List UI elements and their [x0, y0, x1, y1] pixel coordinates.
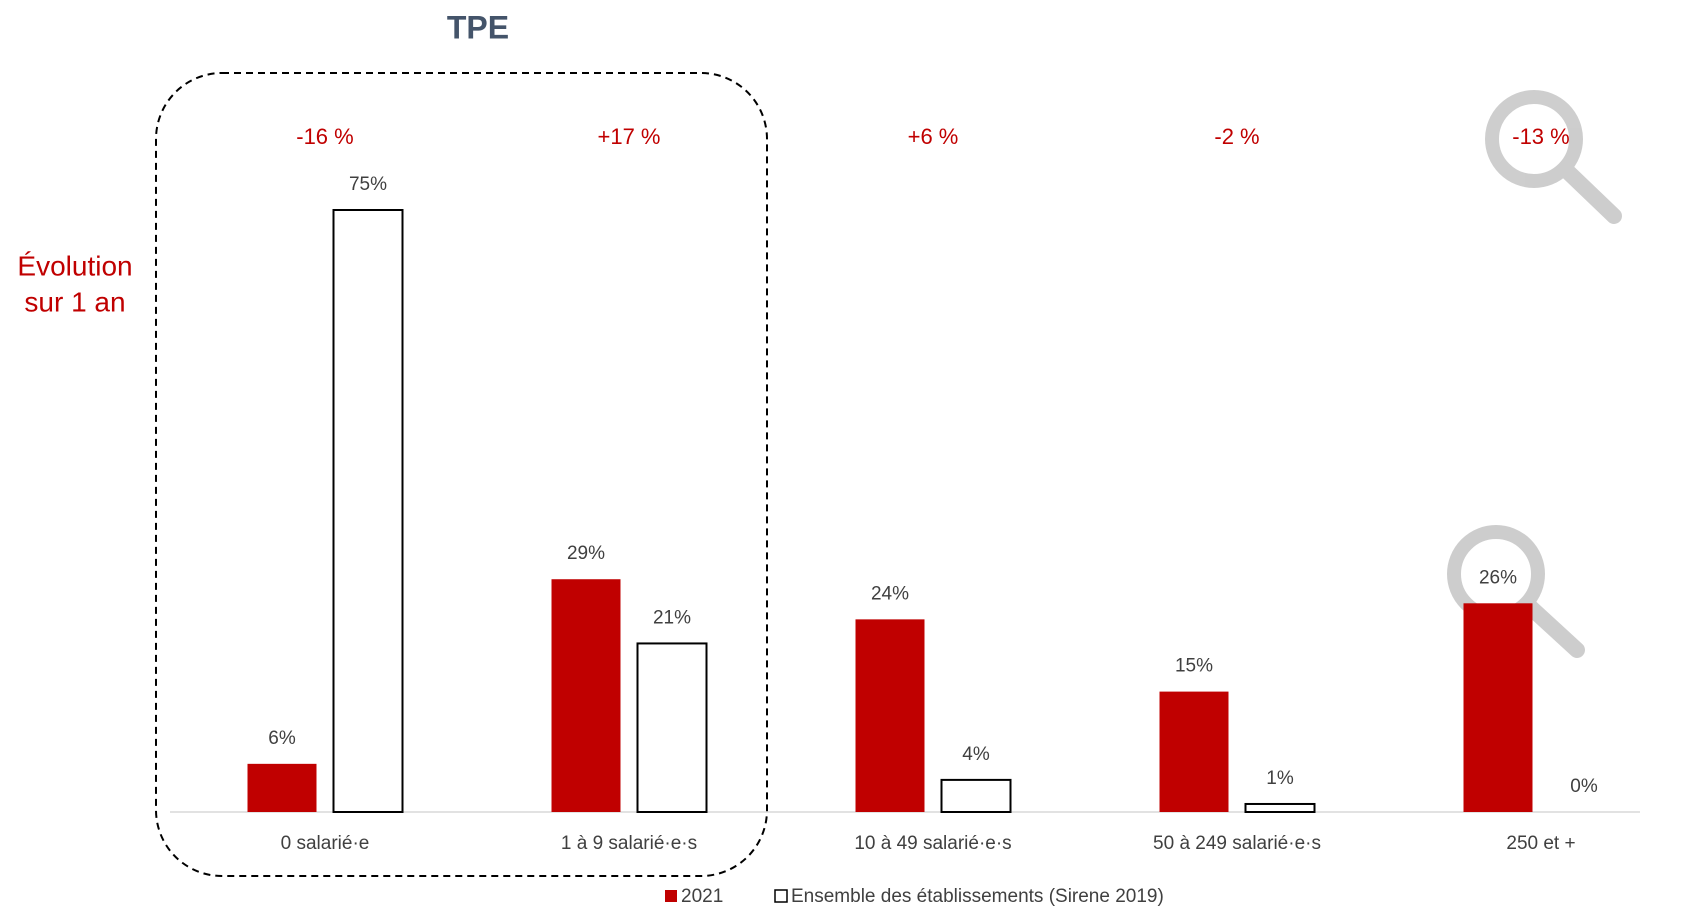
bar	[551, 579, 621, 812]
data-label: 4%	[962, 744, 990, 765]
bar	[247, 763, 317, 812]
bar	[636, 642, 708, 813]
data-label: 1%	[1266, 768, 1294, 789]
x-tick-label: 0 salarié·e	[281, 833, 370, 854]
data-label: 0%	[1570, 776, 1598, 797]
bar	[1244, 802, 1316, 813]
bar	[1463, 603, 1533, 812]
bar	[332, 209, 404, 813]
chart-title: TPE	[447, 9, 509, 45]
annotation: +17 %	[598, 124, 661, 149]
legend-label: Ensemble des établissements (Sirene 2019…	[791, 886, 1164, 907]
data-label: 15%	[1175, 656, 1213, 677]
x-tick-label: 1 à 9 salarié·e·s	[561, 833, 697, 854]
bar	[855, 619, 925, 812]
data-label: 21%	[653, 607, 691, 628]
bar	[1159, 691, 1229, 812]
x-tick-label: 50 à 249 salarié·e·s	[1153, 833, 1321, 854]
annotation: +6 %	[908, 124, 959, 149]
x-tick-label: 250 et +	[1506, 833, 1575, 854]
data-label: 24%	[871, 583, 909, 604]
side-label: sur 1 an	[24, 286, 125, 317]
side-label: Évolution	[17, 250, 132, 281]
annotation: -13 %	[1512, 124, 1569, 149]
annotation: -16 %	[296, 124, 353, 149]
bar	[940, 778, 1012, 813]
legend-swatch	[774, 889, 788, 903]
legend-swatch	[665, 890, 677, 902]
data-label: 26%	[1479, 567, 1517, 588]
annotation: -2 %	[1214, 124, 1259, 149]
legend-label: 2021	[681, 886, 723, 907]
data-label: 75%	[349, 174, 387, 195]
data-label: 29%	[567, 543, 605, 564]
x-tick-label: 10 à 49 salarié·e·s	[854, 833, 1011, 854]
magnifier-icon	[1485, 90, 1622, 224]
tpe-group-box	[155, 72, 768, 877]
data-label: 6%	[268, 728, 296, 749]
